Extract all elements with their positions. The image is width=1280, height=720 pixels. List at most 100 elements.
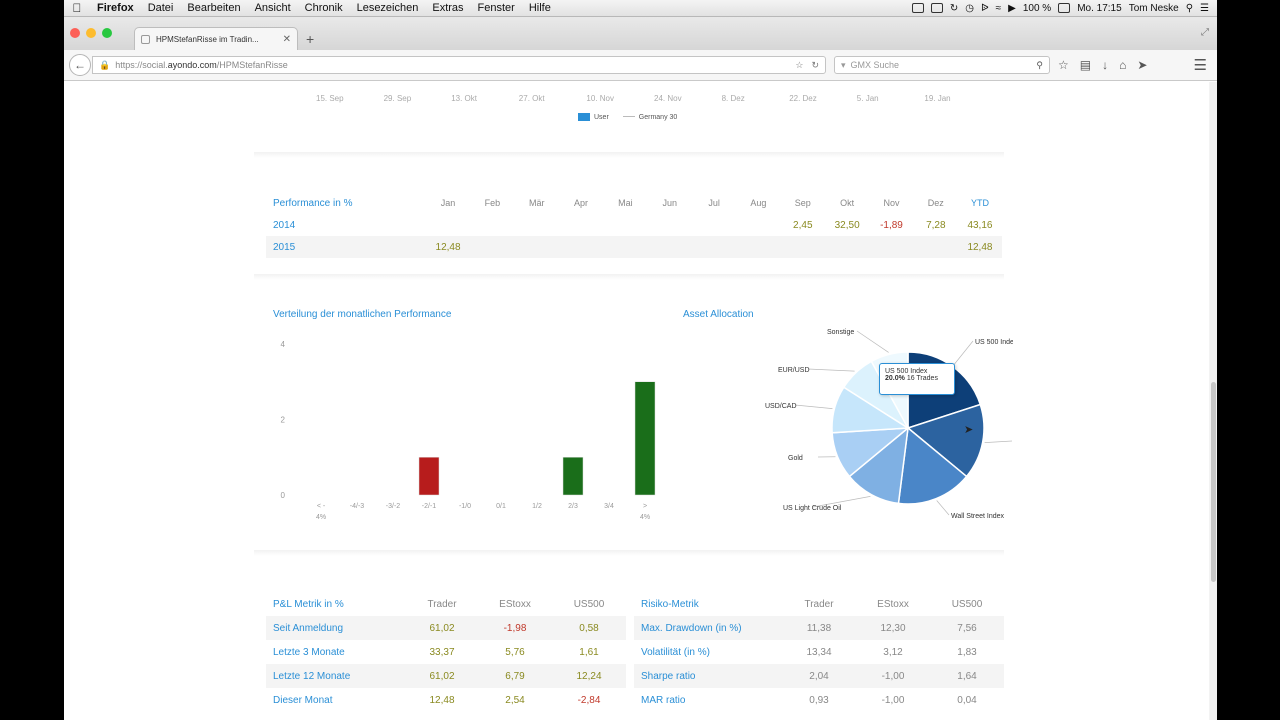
close-window-icon[interactable]: [70, 28, 80, 38]
time-machine-icon[interactable]: ◷: [965, 2, 974, 14]
metric-label[interactable]: Letzte 12 Monate: [273, 670, 351, 682]
menu-lesezeichen[interactable]: Lesezeichen: [356, 2, 419, 14]
month-header: Jan: [440, 198, 456, 208]
pie-label: EUR/USD: [778, 367, 810, 374]
metric-label[interactable]: Seit Anmeldung: [273, 622, 344, 634]
bar-7[interactable]: [562, 457, 584, 496]
performance-title: Performance in %: [273, 197, 353, 209]
month-header: Mär: [528, 198, 545, 208]
table-row: Seit Anmeldung 61,02 -1,98 0,58: [266, 616, 626, 640]
volume-icon[interactable]: ▶: [1008, 2, 1016, 14]
tab-active[interactable]: HPMStefanRisse im Tradin... ✕: [134, 27, 298, 50]
x-tick-label: 24. Nov: [654, 94, 682, 103]
menu-app[interactable]: Firefox: [97, 2, 134, 14]
menu-fenster[interactable]: Fenster: [477, 2, 515, 14]
month-header: Dez: [927, 198, 944, 208]
bar-9[interactable]: [634, 381, 656, 496]
pie-tooltip: US 500 Index 20.0% 16 Trades: [879, 363, 955, 395]
metric-value: 0,58: [579, 622, 599, 634]
home-icon[interactable]: ⌂: [1119, 58, 1127, 72]
bluetooth-icon[interactable]: ᐉ: [980, 2, 989, 14]
url-text: https://social.ayondo.com/HPMStefanRisse: [115, 60, 288, 70]
scrollbar-thumb[interactable]: [1211, 382, 1216, 582]
wifi-icon[interactable]: ≈: [995, 2, 1002, 14]
zoom-window-icon[interactable]: [102, 28, 112, 38]
battery-icon[interactable]: [1058, 3, 1071, 13]
scrollbar[interactable]: [1209, 82, 1217, 720]
month-header: Jul: [708, 198, 720, 208]
notification-icon[interactable]: [911, 3, 924, 13]
metric-label[interactable]: Volatilität (in %): [641, 646, 710, 658]
clock[interactable]: Mo. 17:15: [1077, 2, 1122, 14]
legend-user[interactable]: User: [578, 113, 609, 121]
metric-value: 2,54: [505, 694, 525, 706]
pie-label-connector: [984, 440, 1013, 443]
year-label[interactable]: 2014: [273, 219, 296, 231]
fullscreen-icon[interactable]: ⤢: [1201, 27, 1209, 38]
sync-icon[interactable]: ↻: [949, 2, 959, 14]
y-tick-label: 0: [281, 491, 286, 500]
x-tick-label: 13. Okt: [451, 94, 477, 103]
metric-label[interactable]: Letzte 3 Monate: [273, 646, 345, 658]
display-icon[interactable]: [930, 3, 943, 13]
search-engine-icon[interactable]: ▾: [841, 59, 846, 70]
year-label[interactable]: 2015: [273, 241, 296, 253]
new-tab-icon[interactable]: +: [306, 31, 315, 47]
x-tick-line: -2/-1: [422, 503, 437, 510]
bookmark-star-icon[interactable]: ☆: [1058, 58, 1069, 72]
pie-slice-1[interactable]: [906, 403, 985, 478]
x-tick-label: 3/4: [604, 503, 614, 510]
x-tick-label: -4/-3: [350, 503, 365, 510]
user-name[interactable]: Tom Neske: [1128, 2, 1179, 14]
x-tick-line: >: [643, 503, 647, 510]
spotlight-icon[interactable]: ⚲: [1185, 2, 1194, 14]
x-tick-line: -3/-2: [386, 503, 401, 510]
window-controls: [70, 28, 112, 38]
bar-3[interactable]: [418, 457, 440, 496]
tab-title: HPMStefanRisse im Tradin...: [156, 34, 259, 44]
send-icon[interactable]: ➤: [1137, 58, 1148, 72]
metric-label[interactable]: Sharpe ratio: [641, 670, 696, 682]
menu-hilfe[interactable]: Hilfe: [528, 2, 551, 14]
menu-chronik[interactable]: Chronik: [304, 2, 343, 14]
metric-label[interactable]: MAR ratio: [641, 694, 686, 706]
metric-label[interactable]: Max. Drawdown (in %): [641, 622, 742, 634]
bookmark-star-url-icon[interactable]: ☆: [795, 59, 804, 70]
menu-list-icon[interactable]: ☰: [1200, 2, 1209, 14]
hamburger-menu-icon[interactable]: ☰: [1193, 57, 1207, 74]
metric-value: 12,24: [576, 670, 602, 682]
address-bar[interactable]: 🔒 https://social.ayondo.com/HPMStefanRis…: [92, 56, 826, 74]
reload-icon[interactable]: ↻: [811, 59, 819, 70]
site-info-icon[interactable]: 🔒: [99, 59, 111, 70]
metric-title: P&L Metrik in %: [273, 598, 344, 610]
menu-ansicht[interactable]: Ansicht: [254, 2, 291, 14]
apple-icon[interactable]: : [64, 1, 90, 15]
tab-bar: HPMStefanRisse im Tradin... ✕ + ⤢: [64, 17, 1217, 50]
x-tick-line: 0/1: [496, 503, 506, 510]
tooltip-line2: 20.0% 16 Trades: [885, 375, 938, 382]
menu-extras[interactable]: Extras: [432, 2, 464, 14]
favicon-icon: [141, 34, 150, 44]
minimize-window-icon[interactable]: [86, 28, 96, 38]
distribution-bar-chart: 4 2 0 < - 4% -4/-3 -3/-2 -2/-1 -1/0 0/1 1/2 2/3 3/4 >…: [281, 340, 656, 521]
pie-slice-2[interactable]: [897, 426, 968, 505]
legend-germany[interactable]: Germany 30: [622, 114, 677, 121]
search-bar[interactable]: ▾ GMX Suche ⚲: [834, 56, 1050, 74]
menu-bearbeiten[interactable]: Bearbeiten: [187, 2, 241, 14]
clipboard-icon[interactable]: ▤: [1079, 58, 1092, 72]
ytd-header: YTD: [970, 198, 989, 208]
metric-label[interactable]: Dieser Monat: [273, 694, 333, 706]
table-row: Letzte 12 Monate 61,02 6,79 12,24: [266, 664, 626, 688]
back-button[interactable]: ←: [69, 54, 91, 76]
x-tick-label: 2/3: [568, 503, 578, 510]
battery-text[interactable]: 100 %: [1022, 2, 1052, 14]
pie-label: Sonstige: [827, 329, 854, 336]
risk-metric-table: Risiko-Metrik Trader EStoxx US500 Max. Drawd…: [634, 592, 1004, 712]
close-tab-icon[interactable]: ✕: [282, 33, 291, 45]
menu-datei[interactable]: Datei: [147, 2, 174, 14]
table-row: MAR ratio 0,93 -1,00 0,04: [634, 688, 1004, 712]
download-icon[interactable]: ↓: [1102, 58, 1109, 72]
ytd-value: 12,48: [967, 241, 993, 253]
search-icon[interactable]: ⚲: [1036, 59, 1043, 70]
pie-label: US 500 Index: [975, 339, 1013, 346]
